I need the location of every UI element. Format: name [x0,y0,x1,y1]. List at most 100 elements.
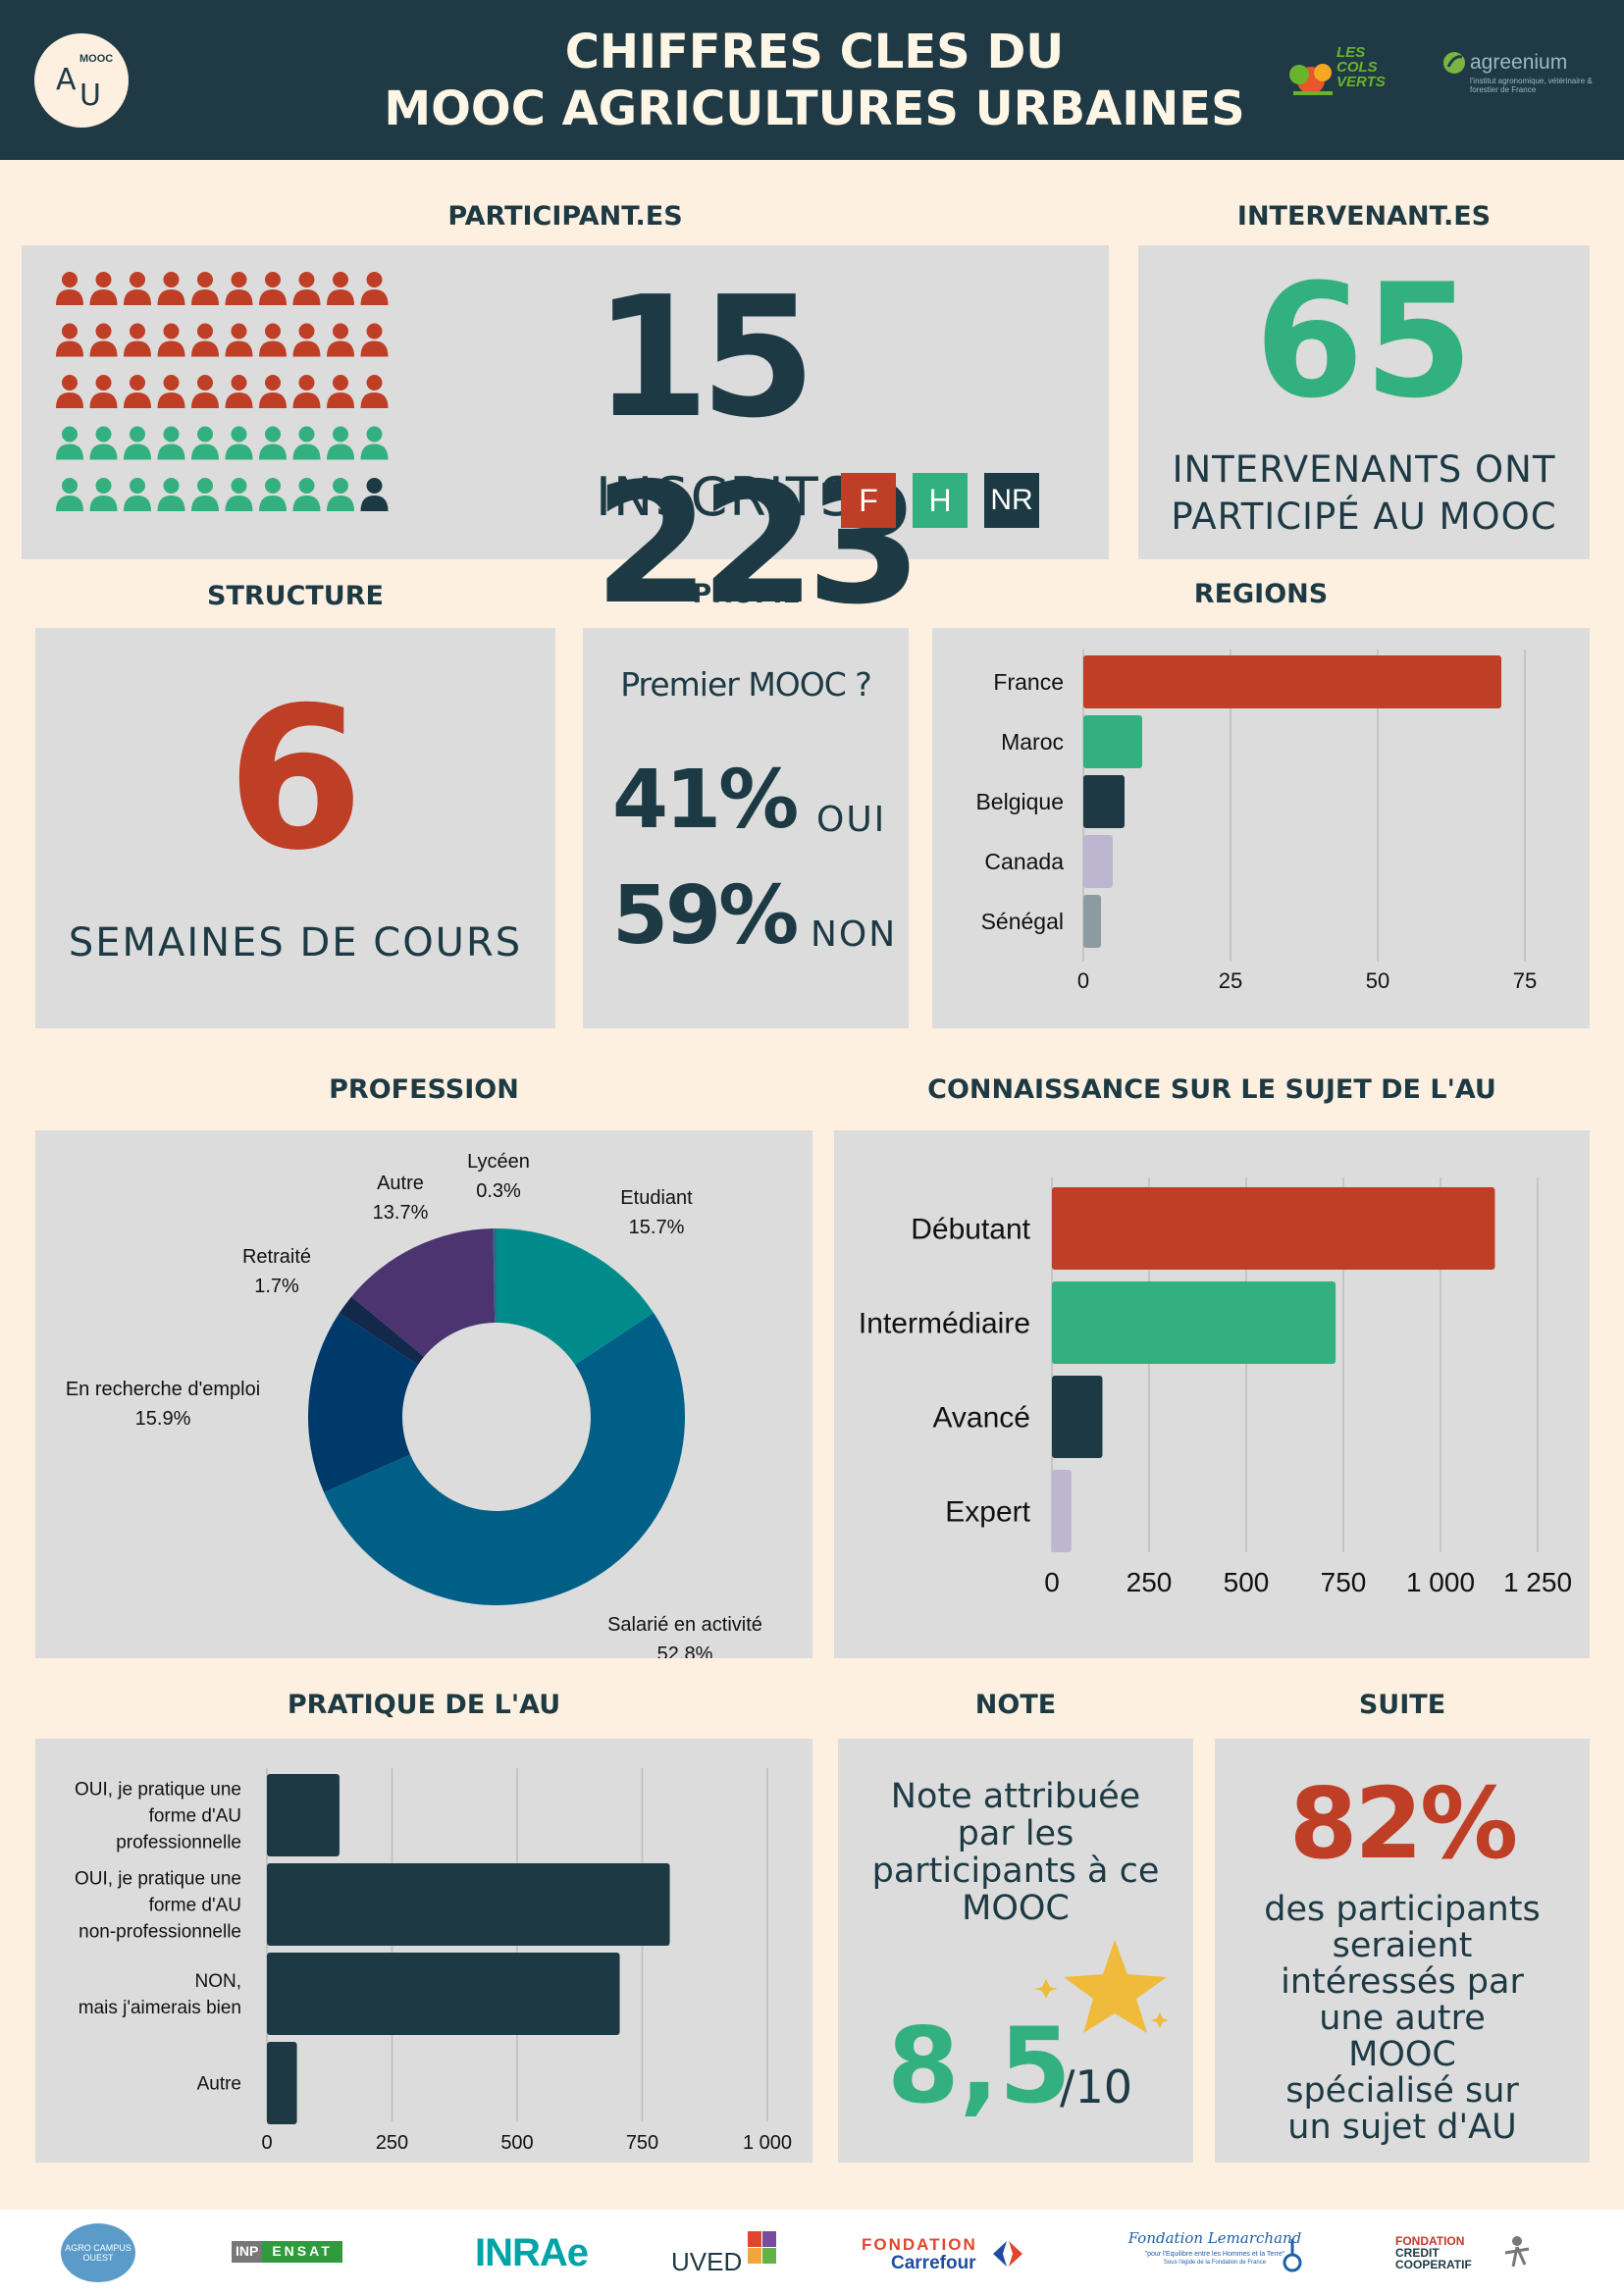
agreenium-subtitle: l'institut agronomique, vétérinaire & fo… [1470,77,1593,94]
person-head [130,323,145,339]
profession-donut-chart: Etudiant 15.7% Salarié en activité 52.8% En … [66,1151,762,1665]
person-icon-female [225,272,253,305]
person-head [62,478,78,494]
person-icon-female [292,375,321,408]
person-icon-female [259,272,287,305]
person-body [259,340,287,357]
donut-slice [308,1312,418,1493]
note-panel: Note attribuée par les participants à ce… [838,1739,1193,2163]
logo-mooc-text: MOOC [79,53,114,65]
person-body [157,289,185,305]
person-head [366,375,383,391]
slice-label: Salarié en activité [607,1614,762,1636]
profil-no-label: NON [811,914,898,955]
person-body [327,496,354,511]
person-icon-female [89,375,118,408]
person-body [327,289,354,305]
person-icon-female [157,272,185,305]
intervenants-caption-line1: INTERVENANTS ONT [1172,448,1556,491]
person-icon-female [292,272,321,305]
category-label: Débutant [911,1214,1030,1246]
person-icon-female [259,375,287,408]
bar [1052,1187,1495,1270]
credit-coop-credit: CREDIT [1395,2246,1440,2260]
title-line-1: CHIFFRES CLES DU [564,25,1065,79]
person-icon-male [259,478,287,511]
donut-slice [497,1228,655,1365]
legend-male: H [913,473,968,528]
person-body [56,496,83,511]
person-head [197,272,213,287]
x-tick-label: 500 [1224,1567,1270,1597]
person-body [360,496,389,511]
carrefour-icon [993,2241,1022,2267]
bar [267,1774,340,1856]
person-head [163,426,180,443]
lemarchand-subtitle: Sous l'égide de la Fondation de France [1163,2260,1267,2266]
profession-panel: Etudiant 15.7% Salarié en activité 52.8% En … [35,1130,812,1665]
person-head [197,478,213,494]
category-label: Sénégal [981,909,1064,934]
person-icon-female [360,272,389,305]
x-tick-label: 0 [1077,968,1089,993]
person-body [89,340,118,357]
person-head [95,323,112,339]
person-icon-male [292,478,321,511]
donut-slice [324,1312,686,1606]
person-head [298,272,315,287]
person-head [298,426,315,443]
person-icon-female [89,323,118,357]
note-text: Note attribuée par les participants à ce… [838,1778,1193,1927]
profil-section-title: PROFIL [692,579,800,609]
bar [267,1953,620,2035]
person-body [191,392,219,408]
person-body [56,289,83,305]
person-icon-male [191,426,219,460]
person-head [265,478,281,494]
person-body [360,289,389,305]
category-label: Belgique [975,789,1064,814]
donut-slice [351,1228,496,1357]
person-icon-male [225,426,253,460]
person-icon-female [360,323,389,357]
person-head [231,272,247,287]
person-icon-male [292,426,321,460]
suite-text-line7: un sujet d'AU [1287,2108,1517,2147]
inrae-logo: INRAe [475,2231,589,2274]
participants-panel: 15 223 INSCRITS F H NR [22,245,1109,638]
person-icon-male [89,478,118,511]
person-head [366,426,383,443]
x-tick-label: 0 [1044,1567,1060,1597]
person-head [163,478,180,494]
person-head [95,478,112,494]
bar [1083,895,1101,948]
x-tick-label: 50 [1366,968,1389,993]
person-icon-female [124,375,151,408]
uved-logo: UVED [671,2231,779,2286]
lemarchand-name: Fondation Lemarchand [1127,2229,1302,2247]
star-icon [1034,1940,1169,2033]
person-body [89,392,118,408]
person-body [327,444,354,460]
person-icon-female [225,323,253,357]
category-label: OUI, je pratique une [75,1869,241,1890]
agreenium-leaf-icon [1443,52,1465,74]
category-label: Intermédiaire [859,1308,1030,1340]
person-icon-female [56,272,83,305]
person-body [259,444,287,460]
category-label: Maroc [1001,729,1064,755]
person-icon-female [191,375,219,408]
intervenants-caption: INTERVENANTS ONT PARTICIPÉ AU MOOC [1138,446,1590,541]
person-head [163,375,180,391]
structure-weeks-count: 6 [227,665,364,894]
person-icon-male [56,478,83,511]
intervenants-section-title: INTERVENANT.ES [1236,201,1492,232]
x-tick-label: 0 [261,2132,272,2154]
person-body [56,444,83,460]
participants-count: 15 223 [594,261,922,642]
les-cols-verts-logo: LES COLS VERTS [1283,39,1411,108]
category-label: non-professionnelle [79,1922,241,1943]
bar [1083,835,1113,888]
person-body [124,496,151,511]
legend-nr: NR [984,473,1039,528]
